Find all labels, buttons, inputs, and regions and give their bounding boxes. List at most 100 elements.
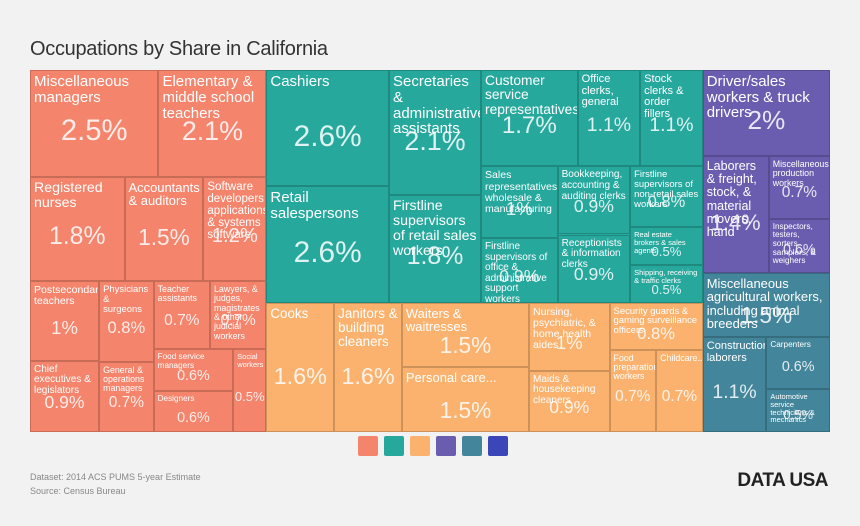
cell: Inspectors, testers, sorters, samplers, … — [768, 218, 830, 273]
cell-value: 1% — [505, 197, 533, 219]
cell: Receptionists & information clerks 0.9% — [557, 234, 631, 303]
cell-label: Waiters & waitresses — [405, 305, 468, 335]
cell-value: 0.7% — [220, 311, 256, 329]
cell: Firstline supervisors of non-retail sale… — [630, 166, 703, 227]
cell-value: 0.5% — [783, 407, 814, 423]
cell-label: Physicians & surgeons — [103, 284, 149, 316]
cell-value: 0.7% — [661, 388, 698, 406]
dataset-note: Dataset: 2014 ACS PUMS 5-year Estimate — [30, 472, 201, 482]
group: Miscellaneous agricultural workers, incl… — [702, 272, 830, 432]
cell: Maids & housekeeping cleaners 0.9% — [529, 370, 610, 432]
cell-label: Firstline supervisors of retail sales wo… — [393, 198, 477, 259]
cell-value: 0.8% — [647, 192, 686, 212]
icon[interactable] — [436, 436, 456, 456]
cell-label: Inspectors, testers, sorters, samplers, … — [772, 221, 816, 266]
cell-label: Registered nurses — [34, 179, 103, 211]
cell-value: 1.1% — [712, 380, 757, 403]
cell: Shipping, receiving & traffic clerks 0.5% — [630, 264, 703, 303]
cell: General & operations managers 0.7% — [99, 361, 154, 432]
cell-label: Maids & housekeeping cleaners — [533, 373, 596, 406]
cell-label: Janitors & building cleaners — [338, 305, 398, 349]
cell: Accountants & auditors 1.5% — [124, 176, 204, 282]
cell-value: 0.9% — [499, 265, 540, 286]
cell-label: Secretaries & administrative assistants — [393, 73, 481, 138]
cell-label: Retail salespersons — [270, 189, 359, 223]
cell: Social workers 0.5% — [233, 349, 267, 432]
cell-label: Automotive service technicians & mechani… — [770, 391, 815, 425]
group: Miscellaneous managers 2.5% Elementary & m… — [30, 70, 267, 432]
cell-label: Miscellaneous managers — [34, 73, 130, 106]
cell: Chief executives & legislators 0.9% — [30, 360, 100, 432]
cell-label: Shipping, receiving & traffic clerks — [634, 267, 698, 285]
cell: Secretaries & administrative assistants 2… — [389, 70, 481, 196]
cell-label: Childcare... — [660, 352, 703, 363]
cell-value: 0.5% — [651, 282, 682, 298]
cell-label: Designers — [157, 393, 195, 403]
icon[interactable] — [488, 436, 508, 456]
cell-label: Carpenters — [770, 340, 811, 350]
cell: Nursing, psychiatric, & home health aide… — [529, 302, 610, 371]
cell-value: 2.1% — [181, 116, 243, 147]
cell-value: 0.7% — [781, 183, 817, 201]
cell-value: 0.7% — [615, 388, 651, 406]
group: Cooks 1.6% Janitors & building cleaners 1.6… — [266, 302, 703, 432]
cell: Miscellaneous agricultural workers, incl… — [702, 272, 830, 338]
icon[interactable] — [462, 436, 482, 456]
cell: Software developers, applications & syst… — [203, 176, 267, 282]
group: Driver/sales workers & truck drivers 2% La… — [702, 70, 830, 273]
cell-value: 2.6% — [293, 120, 362, 154]
cell: Miscellaneous managers 2.5% — [30, 70, 159, 177]
cell-label: Driver/sales workers & truck drivers — [706, 73, 810, 122]
cell-value: 0.6% — [783, 242, 816, 259]
cell-value: 1.8% — [406, 242, 464, 270]
cell-label: Lawyers, & judges, magistrates & other j… — [214, 284, 260, 341]
cell-value: 1.6% — [341, 363, 395, 390]
cell: Elementary & middle school teachers 2.1% — [158, 70, 267, 177]
cell-value: 0.5% — [651, 244, 682, 260]
cell-value: 0.7% — [108, 393, 144, 411]
cell-value: 1.2% — [211, 225, 258, 248]
logo: DATA USA — [737, 470, 828, 491]
cell-value: 0.8% — [107, 318, 146, 338]
cell-label: Cooks — [270, 305, 309, 321]
cell: Laborers & freight, stock, & material mo… — [702, 156, 769, 273]
cell: Personal care... 1.5% — [401, 367, 530, 432]
cell-value: 0.6% — [177, 368, 210, 385]
cell-value: 1.5% — [439, 332, 492, 359]
cell: Janitors & building cleaners 1.6% — [334, 302, 402, 432]
treemap: Miscellaneous managers 2.5% Elementary & m… — [30, 70, 830, 432]
cell-label: Nursing, psychiatric, & home health aide… — [533, 305, 596, 351]
cell: Retail salespersons 2.6% — [266, 186, 389, 303]
cell: Automotive service technicians & mechani… — [766, 388, 830, 432]
cell: Construction laborers 1.1% — [702, 337, 767, 432]
cell: Carpenters 0.6% — [766, 337, 830, 389]
cell-value: 1.5% — [138, 223, 190, 250]
cell-label: Postsecondary teachers — [34, 284, 100, 308]
cell-label: Stock clerks & order fillers — [644, 73, 684, 120]
cell-label: Real estate brokers & sales agents — [634, 229, 686, 255]
cell: Lawyers, & judges, magistrates & other j… — [210, 281, 267, 350]
icon[interactable] — [410, 436, 430, 456]
cell: Food service managers 0.6% — [153, 349, 234, 391]
cell-label: Security guards & gaming surveillance of… — [613, 305, 698, 337]
cell-value: 0.8% — [637, 324, 675, 344]
cell-value: 1.8% — [48, 222, 106, 250]
cell: Security guards & gaming surveillance of… — [609, 302, 703, 350]
cell: Miscellaneous production workers 0.7% — [768, 156, 830, 219]
cell-value: 1.1% — [586, 114, 632, 137]
cell-label: Firstline supervisors of office & admini… — [485, 241, 548, 303]
chart-title: Occupations by Share in California — [30, 38, 328, 60]
cell: Waiters & waitresses 1.5% — [401, 302, 530, 368]
icon[interactable] — [358, 436, 378, 456]
cell-label: General & operations managers — [103, 364, 145, 394]
cell-value: 1% — [555, 331, 583, 353]
cell-value: 0.7% — [164, 311, 200, 329]
cell: Bookkeeping, accounting & auditing clerk… — [557, 166, 631, 235]
group: Cashiers 2.6% Retail salespersons 2.6% Secre… — [266, 70, 703, 303]
cell-value: 0.6% — [177, 409, 210, 426]
cell: Cashiers 2.6% — [266, 70, 389, 187]
cell-value: 1% — [51, 316, 78, 338]
icon[interactable] — [384, 436, 404, 456]
cell: Teacher assistants 0.7% — [153, 281, 210, 350]
cell-value: 2% — [747, 105, 786, 136]
